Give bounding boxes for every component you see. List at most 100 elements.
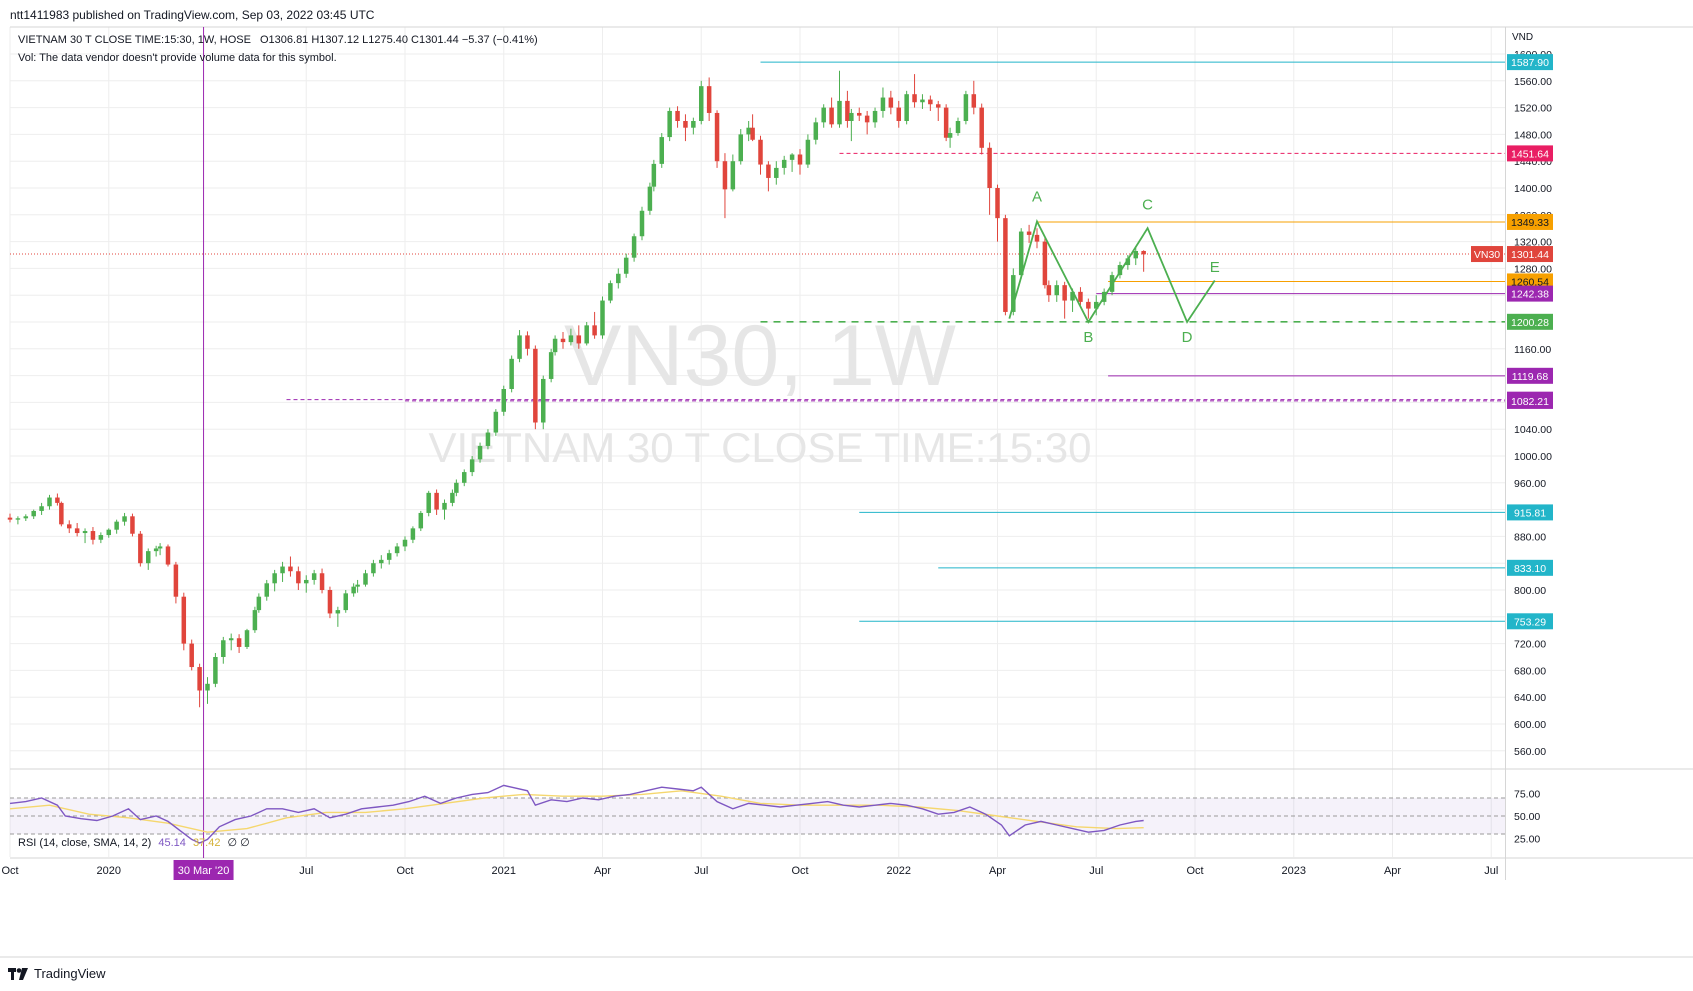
candle-body	[477, 445, 483, 460]
price-tick-label: 800.00	[1514, 585, 1546, 597]
price-tick-label: 1040.00	[1514, 424, 1552, 436]
horizontal-levels[interactable]	[10, 61, 1505, 622]
level-price-badge	[1507, 559, 1553, 576]
time-tick-label: Apr	[594, 865, 611, 877]
level-price-label: 1260.54	[1511, 276, 1549, 288]
candle-body	[667, 110, 672, 138]
price-tick-label: 960.00	[1514, 478, 1546, 490]
time-tick-label: Oct	[396, 865, 413, 877]
candle-body	[1141, 250, 1146, 255]
pattern-label: C	[1142, 196, 1153, 213]
level-price-badge	[1507, 367, 1553, 384]
candle-body	[351, 586, 356, 594]
rsi-legend[interactable]: RSI (14, close, SMA, 14, 2) 45.14 37.42 …	[18, 836, 250, 849]
level-price-badge	[1507, 285, 1553, 302]
candle-body	[552, 338, 558, 353]
symbol-legend[interactable]: VIETNAM 30 T CLOSE TIME:15:30, 1W, HOSE …	[18, 34, 538, 46]
price-tick-label: 1000.00	[1514, 451, 1552, 463]
level-price-badge	[1507, 613, 1553, 630]
price-tick-label: 1400.00	[1514, 183, 1552, 195]
candle-body	[631, 236, 637, 258]
candle-body	[319, 573, 325, 590]
candle-body	[1054, 285, 1059, 296]
candle-body	[288, 566, 293, 572]
time-tick-label: Jul	[299, 865, 313, 877]
candle-body	[205, 683, 210, 691]
candle-body	[738, 134, 743, 162]
candle-body	[746, 127, 751, 135]
time-highlight-badge[interactable]	[173, 860, 234, 880]
candle-body	[647, 186, 653, 211]
candle-body	[343, 593, 348, 611]
candle-body	[153, 548, 159, 552]
abcde-pattern[interactable]: A B C D E	[1008, 188, 1220, 346]
candle-body	[335, 610, 341, 614]
candle-body	[683, 121, 688, 128]
level-price-label: 1082.21	[1511, 396, 1549, 408]
rsi-pane[interactable]	[9, 784, 1505, 844]
candle-body	[434, 492, 439, 510]
candle-body	[221, 640, 226, 657]
candle-body	[355, 584, 360, 587]
candle-body	[1011, 275, 1016, 312]
candle-body	[371, 563, 376, 574]
time-tick-label: 2020	[97, 865, 121, 877]
candle-body	[327, 590, 333, 614]
candle-body	[509, 358, 514, 389]
time-tick-label: 2021	[492, 865, 516, 877]
ohlc-values: O1306.81 H1307.12 L1275.40 C1301.44 −5.3…	[259, 34, 538, 46]
candle-body	[138, 533, 143, 564]
level-price-label: 1451.64	[1511, 148, 1549, 160]
time-tick-label: Oct	[1, 865, 18, 877]
level-price-label: 1349.33	[1511, 217, 1549, 229]
time-tick-label: 2022	[887, 865, 911, 877]
candle-body	[47, 497, 52, 507]
time-tick-label: Jul	[1089, 865, 1103, 877]
candle-body	[114, 521, 119, 530]
candle-body	[493, 411, 499, 433]
footer[interactable]: TradingView	[8, 966, 106, 981]
pattern-label: B	[1083, 329, 1093, 346]
candle-body	[454, 482, 459, 493]
chart-grid: VN30, 1W VIETNAM 30 T CLOSE TIME:15:30	[0, 26, 1693, 958]
level-price-label: 753.29	[1514, 616, 1546, 628]
candle-body	[165, 546, 171, 565]
candle-body	[928, 99, 933, 105]
price-tick-label: 680.00	[1514, 665, 1546, 677]
candle-body	[706, 86, 712, 113]
candle-body	[146, 551, 151, 564]
candle-body	[236, 638, 242, 647]
candle-body	[90, 531, 96, 540]
pattern-label: E	[1210, 259, 1220, 276]
candle-body	[1070, 291, 1075, 301]
pattern-path[interactable]	[1008, 219, 1216, 324]
candle-body	[517, 335, 522, 359]
last-price-badge	[1507, 246, 1553, 263]
candle-body	[995, 188, 1000, 219]
level-price-label: 915.81	[1514, 507, 1546, 519]
price-tick-label: 640.00	[1514, 692, 1546, 704]
time-tick-label: 30 Mar '20	[178, 865, 230, 877]
price-tick-label: 1160.00	[1514, 344, 1551, 356]
candle-body	[197, 667, 202, 691]
candle-body	[805, 139, 811, 165]
candle-body	[67, 524, 72, 529]
candle-body	[837, 100, 842, 125]
level-price-label: 1119.68	[1512, 371, 1549, 383]
level-price-badge	[1507, 145, 1553, 162]
candle-body	[560, 338, 566, 343]
candle-body	[849, 112, 854, 121]
rsi-tick-label: 75.00	[1514, 789, 1540, 801]
candle-body	[462, 472, 467, 483]
candle-body	[541, 378, 546, 423]
candle-body	[659, 137, 664, 164]
candle-body	[59, 502, 64, 525]
candle-body	[1094, 301, 1099, 309]
watermark-title: VN30, 1W	[564, 308, 956, 404]
candle-body	[23, 516, 29, 519]
candle-body	[280, 566, 285, 574]
time-tick-label: Jul	[1484, 865, 1498, 877]
candle-body	[252, 610, 258, 631]
candle-body	[971, 94, 977, 108]
